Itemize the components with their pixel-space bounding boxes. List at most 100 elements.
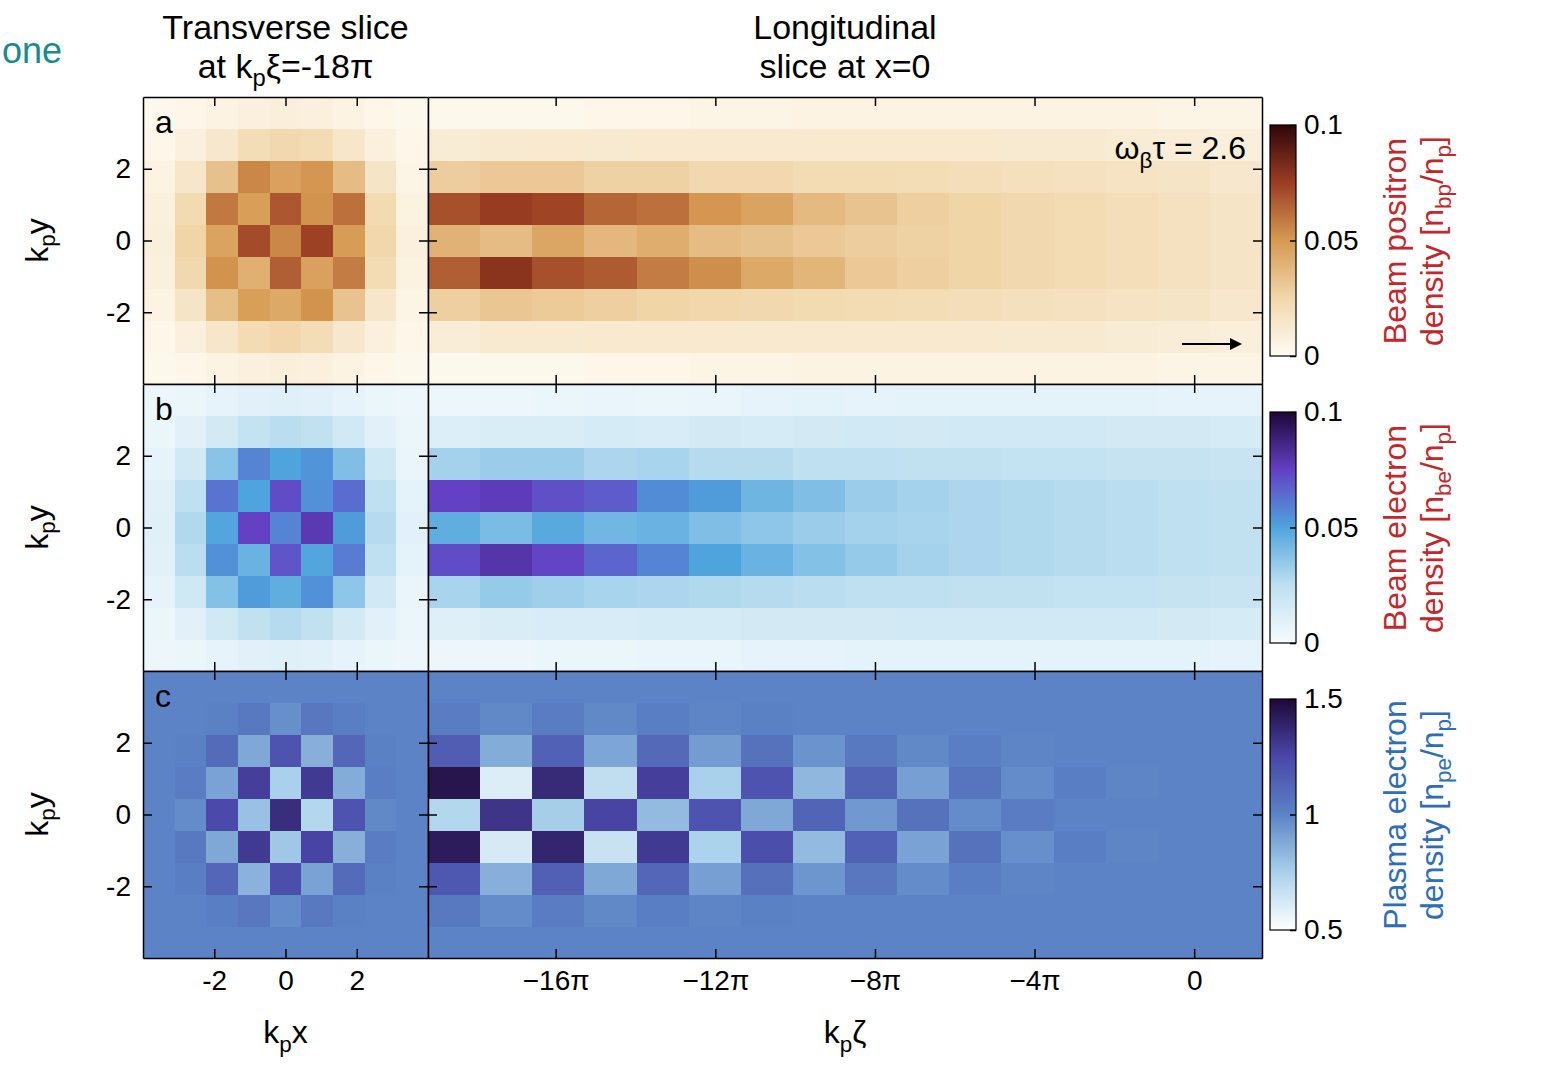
subscript: be [1430, 471, 1455, 496]
axis [419, 672, 429, 959]
tick: 2 [115, 727, 152, 758]
heat-cell [949, 607, 1002, 639]
heat-cell [949, 671, 1002, 703]
heat-cell [365, 129, 397, 161]
heat-cell [333, 416, 365, 448]
heat-cell [845, 862, 898, 894]
axis-line [429, 958, 1263, 960]
heat-cell [1158, 193, 1211, 225]
tick-label: -2 [106, 584, 131, 615]
tick: 1.5 [1290, 683, 1343, 714]
heat-cell [365, 799, 397, 831]
axis-line [429, 671, 1263, 673]
tick [1194, 97, 1195, 106]
heat-cell [396, 416, 428, 448]
text-run: / [1414, 175, 1450, 184]
tick-mark [428, 743, 437, 745]
heat-cell [845, 575, 898, 607]
tick: −4π [1009, 949, 1060, 996]
heat-cell [428, 320, 481, 352]
heat-cell [396, 288, 428, 320]
heat-cell [143, 225, 175, 257]
heat-cell [301, 671, 333, 703]
heat-cell [1106, 416, 1159, 448]
heat-cell [206, 671, 238, 703]
heat-cell [1158, 512, 1211, 544]
heat-cell [365, 256, 397, 288]
tick-mark [143, 456, 152, 458]
heat-cell [845, 384, 898, 416]
heat-cell [206, 129, 238, 161]
heat-cell [301, 416, 333, 448]
heat-cell [175, 512, 207, 544]
tick [214, 662, 215, 671]
heat-cell [845, 799, 898, 831]
heat-cell [1106, 830, 1159, 862]
heat-cell [897, 448, 950, 480]
tick-mark [419, 312, 428, 314]
heat-cell [396, 97, 428, 129]
heat-cell [428, 575, 481, 607]
heatmap [143, 97, 428, 384]
tick [286, 375, 287, 384]
heat-cell [301, 161, 333, 193]
heat-cell [584, 575, 637, 607]
text-run: n [1414, 208, 1450, 226]
heat-cell [793, 543, 846, 575]
tick-label: 0 [1304, 340, 1320, 371]
heat-cell [206, 894, 238, 926]
heat-cell [584, 161, 637, 193]
heat-cell [1158, 416, 1211, 448]
heat-cell [949, 512, 1002, 544]
tick [1035, 662, 1036, 671]
tick [286, 97, 287, 106]
heat-cell [897, 320, 950, 352]
heat-cell [1158, 256, 1211, 288]
heat-cell [584, 225, 637, 257]
heat-cell [175, 97, 207, 129]
tick [357, 375, 358, 384]
heat-cell [1210, 512, 1262, 544]
tick [556, 375, 557, 384]
heat-cell [1054, 97, 1107, 129]
tick: 0 [278, 949, 294, 996]
tick-mark [285, 97, 287, 106]
heat-cell [270, 256, 302, 288]
heat-cell [238, 448, 270, 480]
heat-cell [793, 671, 846, 703]
heat-cell [143, 480, 175, 512]
heat-cell [301, 639, 333, 671]
heat-cell [689, 543, 742, 575]
heat-cell [1054, 320, 1107, 352]
heat-cell [238, 671, 270, 703]
heat-cell [143, 543, 175, 575]
heat-cell [1054, 703, 1107, 735]
heat-cell [793, 480, 846, 512]
axis: 00.050.1 [1290, 396, 1359, 658]
panel-letter: a [155, 104, 173, 140]
tick-mark [357, 97, 359, 106]
heat-cell [428, 97, 481, 129]
text-run: Longitudinal slice at x=0 [753, 8, 936, 85]
heat-cell [741, 830, 794, 862]
heat-cell [206, 320, 238, 352]
tick-mark [715, 662, 717, 671]
tick-mark [428, 456, 437, 458]
heat-cell [1158, 767, 1211, 799]
heat-cell [689, 288, 742, 320]
subscript: p [1430, 718, 1455, 730]
heat-cell [584, 256, 637, 288]
heat-cell [175, 448, 207, 480]
tick [428, 743, 437, 744]
axis [428, 98, 437, 385]
heat-cell [1054, 288, 1107, 320]
heat-cell [175, 384, 207, 416]
heat-cell [949, 862, 1002, 894]
heat-cell [333, 671, 365, 703]
heat-cell [206, 830, 238, 862]
heat-cell [845, 193, 898, 225]
tick-mark [1253, 527, 1262, 529]
heat-cell [897, 352, 950, 384]
heat-cell [1106, 639, 1159, 671]
heat-cell [584, 512, 637, 544]
